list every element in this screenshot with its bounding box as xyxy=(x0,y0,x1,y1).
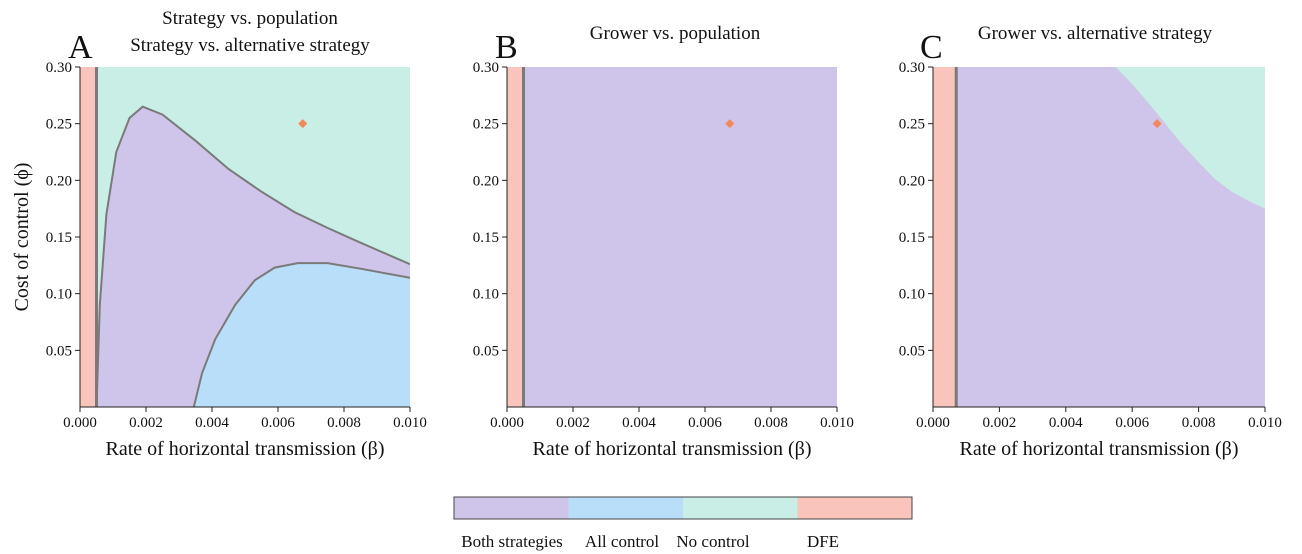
y-tick-label: 0.20 xyxy=(473,173,499,189)
legend-swatch-no-control xyxy=(683,497,798,519)
plot-area xyxy=(933,67,1265,407)
y-tick-label: 0.15 xyxy=(473,230,499,246)
panel-letter: C xyxy=(920,29,943,66)
x-axis-label: Rate of horizontal transmission (β) xyxy=(532,438,811,460)
panel-b: 0.000 0.002 0.004 0.006 0.008 0.010 0.05 0.10 0.… xyxy=(473,23,854,460)
parameter-marker xyxy=(725,119,735,129)
x-tick-label: 0.004 xyxy=(195,415,229,431)
x-tick-label: 0.010 xyxy=(1248,415,1282,431)
legend-swatch-all-control xyxy=(568,497,683,519)
x-tick-label: 0.008 xyxy=(327,415,361,431)
legend-label: Both strategies xyxy=(461,532,563,551)
region-dfe xyxy=(80,67,97,407)
y-tick-label: 0.05 xyxy=(46,343,72,359)
plot-area xyxy=(507,67,837,407)
panel-letter: B xyxy=(495,29,518,66)
parameter-marker xyxy=(298,119,308,129)
x-tick-label: 0.004 xyxy=(1049,415,1083,431)
y-tick-label: 0.30 xyxy=(46,60,72,76)
y-tick-label: 0.10 xyxy=(46,287,72,303)
x-tick-label: 0.000 xyxy=(916,415,950,431)
legend-label: All control xyxy=(585,532,659,551)
panel-title: Grower vs. alternative strategy xyxy=(978,23,1213,44)
legend-label: No control xyxy=(676,532,749,551)
legend-swatch-dfe xyxy=(797,497,912,519)
y-tick-label: 0.15 xyxy=(46,230,72,246)
x-tick-label: 0.008 xyxy=(754,415,788,431)
plot-area xyxy=(80,67,410,407)
y-tick-label: 0.30 xyxy=(899,60,925,76)
panel-a: 0.000 0.002 0.004 0.006 0.008 0.010 0.05 0.10 0.… xyxy=(11,8,427,460)
region-both-strategies xyxy=(507,67,837,407)
x-tick-label: 0.010 xyxy=(393,415,427,431)
y-tick-label: 0.15 xyxy=(899,230,925,246)
x-axis-label: Rate of horizontal transmission (β) xyxy=(105,438,384,460)
x-tick-label: 0.002 xyxy=(129,415,163,431)
region-no-control xyxy=(1115,67,1265,209)
x-tick-label: 0.002 xyxy=(556,415,590,431)
x-tick-label: 0.006 xyxy=(688,415,722,431)
panel-c: 0.000 0.002 0.004 0.006 0.008 0.010 0.05 0.10 0.… xyxy=(899,23,1282,460)
x-tick-label: 0.010 xyxy=(820,415,854,431)
y-tick-label: 0.10 xyxy=(473,287,499,303)
x-tick-label: 0.008 xyxy=(1182,415,1216,431)
x-tick-label: 0.002 xyxy=(983,415,1017,431)
y-tick-label: 0.20 xyxy=(46,173,72,189)
panel-letter: A xyxy=(68,29,93,66)
panel-title: Strategy vs. alternative strategy xyxy=(130,35,370,56)
legend-frame xyxy=(453,496,913,520)
panel-title: Strategy vs. population xyxy=(162,8,338,29)
y-tick-label: 0.05 xyxy=(473,343,499,359)
region-dfe xyxy=(507,67,524,407)
y-tick-label: 0.20 xyxy=(899,173,925,189)
legend-label: DFE xyxy=(807,532,839,551)
x-tick-label: 0.000 xyxy=(490,415,524,431)
parameter-marker xyxy=(1152,119,1162,129)
x-axis-label: Rate of horizontal transmission (β) xyxy=(959,438,1238,460)
legend-swatch-both-strategies xyxy=(454,497,569,519)
region-dfe xyxy=(933,67,957,407)
y-tick-label: 0.25 xyxy=(46,117,72,133)
boundary-no-control xyxy=(95,105,410,407)
x-tick-label: 0.006 xyxy=(261,415,295,431)
y-tick-label: 0.05 xyxy=(899,343,925,359)
y-axis-label: Cost of control (ϕ) xyxy=(11,163,33,312)
x-tick-label: 0.004 xyxy=(622,415,656,431)
y-tick-label: 0.30 xyxy=(473,60,499,76)
y-tick-label: 0.25 xyxy=(899,117,925,133)
legend: Both strategies All control No control DFE xyxy=(453,496,913,551)
y-tick-label: 0.25 xyxy=(473,117,499,133)
panel-title: Grower vs. population xyxy=(590,23,761,44)
x-tick-label: 0.000 xyxy=(63,415,97,431)
y-tick-label: 0.10 xyxy=(899,287,925,303)
region-all-control xyxy=(193,263,410,407)
x-tick-label: 0.006 xyxy=(1115,415,1149,431)
boundary-all-control xyxy=(192,262,410,407)
